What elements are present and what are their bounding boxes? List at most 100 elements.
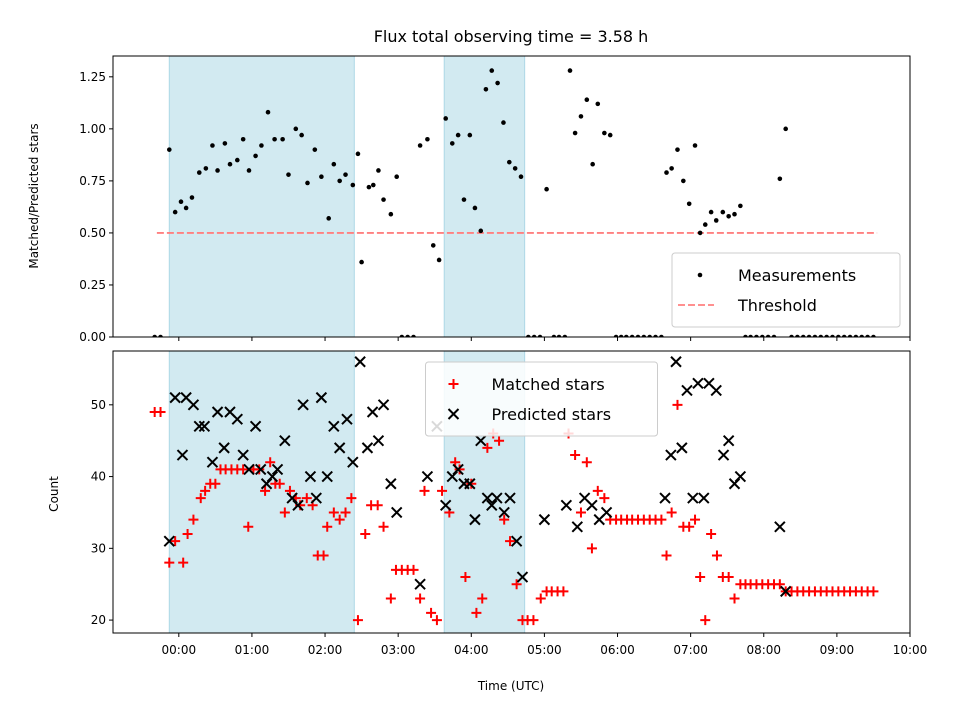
x-point xyxy=(328,420,340,433)
plus-point xyxy=(656,514,667,525)
observing-window-1 xyxy=(443,56,526,337)
dot-point xyxy=(824,334,829,337)
plus-point xyxy=(581,457,592,468)
dot-point xyxy=(371,182,376,188)
dot-point xyxy=(483,87,489,92)
plot-area xyxy=(152,56,878,337)
x-point xyxy=(249,420,262,433)
dot-point xyxy=(544,186,549,192)
dot-point xyxy=(765,334,771,337)
dot-point xyxy=(167,147,172,152)
dot-point xyxy=(472,205,478,211)
x-tick-label: 08:00 xyxy=(746,643,781,657)
axes-frame xyxy=(112,350,911,634)
y-tick-label: 1.00 xyxy=(79,122,106,136)
top-panel: 0.00 0.25 0.50 0.75 1.00 1.25 Measurements Thre… xyxy=(79,55,911,344)
dot-point xyxy=(659,334,664,337)
dot-point xyxy=(355,151,361,157)
x-point xyxy=(710,384,722,397)
y-tick-label: 0.75 xyxy=(79,174,106,188)
legend-label: Predicted stars xyxy=(492,405,612,424)
dot-point xyxy=(183,205,189,211)
x-point xyxy=(516,571,529,583)
plus-point xyxy=(346,493,357,504)
series-matched-stars xyxy=(149,399,879,626)
x-point xyxy=(193,420,205,433)
dot-point xyxy=(795,334,800,337)
legend-plus-swatch xyxy=(448,379,459,389)
x-point xyxy=(504,492,516,504)
plus-point xyxy=(586,543,597,554)
x-point xyxy=(698,492,710,504)
legend-dot-swatch xyxy=(697,272,703,278)
dot-point xyxy=(732,211,737,217)
x-point xyxy=(600,506,613,519)
dot-point xyxy=(713,218,719,223)
dot-point xyxy=(572,130,578,136)
dot-point xyxy=(818,334,824,337)
y-tick-label: 0.50 xyxy=(79,226,106,240)
dot-point xyxy=(240,136,246,142)
dot-point xyxy=(720,209,726,215)
x-point xyxy=(538,513,551,526)
dot-point xyxy=(853,334,859,337)
x-tick-label: 01:00 xyxy=(235,643,270,657)
dot-point xyxy=(748,334,753,337)
plus-point xyxy=(690,514,701,525)
legend-label: Threshold xyxy=(737,296,817,315)
plus-point xyxy=(570,450,581,461)
dot-point xyxy=(286,172,291,177)
dot-point xyxy=(708,209,714,215)
legend-label: Matched stars xyxy=(492,375,605,394)
plus-point xyxy=(661,550,672,561)
x-point xyxy=(347,456,359,468)
x-tick-label: 04:00 xyxy=(454,643,489,657)
dot-point xyxy=(595,101,601,107)
plus-point xyxy=(164,557,175,568)
plus-point xyxy=(182,528,193,539)
y-tick-label: 30 xyxy=(91,541,106,555)
dot-point xyxy=(215,168,220,173)
dot-point xyxy=(537,334,543,337)
x-point xyxy=(254,463,267,476)
dot-point xyxy=(246,168,252,173)
x-point xyxy=(315,391,328,404)
dot-point xyxy=(501,120,506,125)
dot-point xyxy=(789,334,794,337)
bottom-panel: 00:00 01:00 02:00 03:00 04:00 05:00 06:00 07:00… xyxy=(91,350,927,657)
plus-point xyxy=(352,615,363,626)
x-point xyxy=(198,420,211,433)
dot-point xyxy=(210,143,215,148)
dot-point xyxy=(394,174,400,180)
x-point xyxy=(169,391,181,404)
plus-point xyxy=(334,514,345,525)
dot-point xyxy=(675,147,680,152)
dot-point xyxy=(467,132,473,138)
x-point xyxy=(774,521,786,533)
dot-point xyxy=(686,201,692,207)
x-point xyxy=(310,492,322,504)
dot-point xyxy=(518,174,524,180)
dot-point xyxy=(376,168,381,173)
x-axis-label: Time (UTC) xyxy=(477,679,544,693)
plus-point xyxy=(666,507,677,518)
x-point xyxy=(243,463,255,476)
x-point xyxy=(586,499,598,511)
plus-point xyxy=(505,536,516,547)
x-point xyxy=(211,406,224,418)
dot-point xyxy=(495,80,500,86)
legend-x-swatch xyxy=(447,408,460,420)
plus-point xyxy=(170,536,181,547)
x-point xyxy=(206,456,219,468)
legend: Measurements Threshold xyxy=(671,252,901,328)
dot-point xyxy=(331,161,337,167)
dot-point xyxy=(280,136,285,142)
y-tick-label: 40 xyxy=(91,470,106,484)
x-tick-label: 00:00 xyxy=(162,643,197,657)
x-point xyxy=(292,499,304,511)
dot-point xyxy=(235,157,240,163)
plus-point xyxy=(254,464,265,475)
chart-title: Flux total observing time = 3.58 h xyxy=(374,27,649,46)
dot-point xyxy=(337,178,342,184)
x-point xyxy=(231,413,244,425)
